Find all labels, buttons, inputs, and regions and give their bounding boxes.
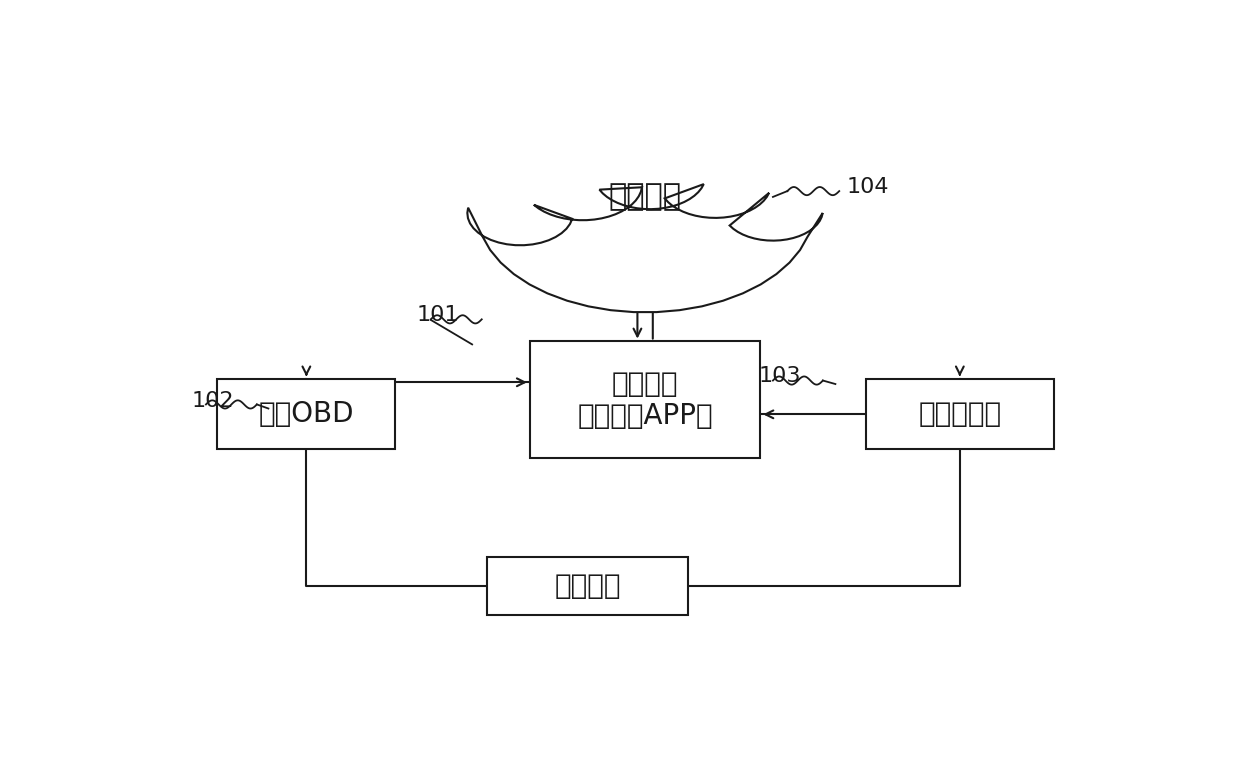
Bar [866,379,1054,450]
Text: 受测车辆: 受测车辆 [554,572,621,600]
Text: 102: 102 [191,391,234,411]
Text: 云服务器: 云服务器 [609,182,682,211]
Bar [529,341,760,458]
Polygon shape [467,184,822,312]
Text: 车载OBD: 车载OBD [259,400,355,428]
Text: 尾气分析仪: 尾气分析仪 [919,400,1002,428]
Text: 103: 103 [759,366,801,387]
Text: 104: 104 [847,177,889,197]
Text: 101: 101 [417,305,459,326]
Bar [486,557,688,615]
Polygon shape [467,184,822,312]
Text: 智能终端
（带检测APP）: 智能终端 （带检测APP） [578,369,713,430]
Bar [217,379,396,450]
